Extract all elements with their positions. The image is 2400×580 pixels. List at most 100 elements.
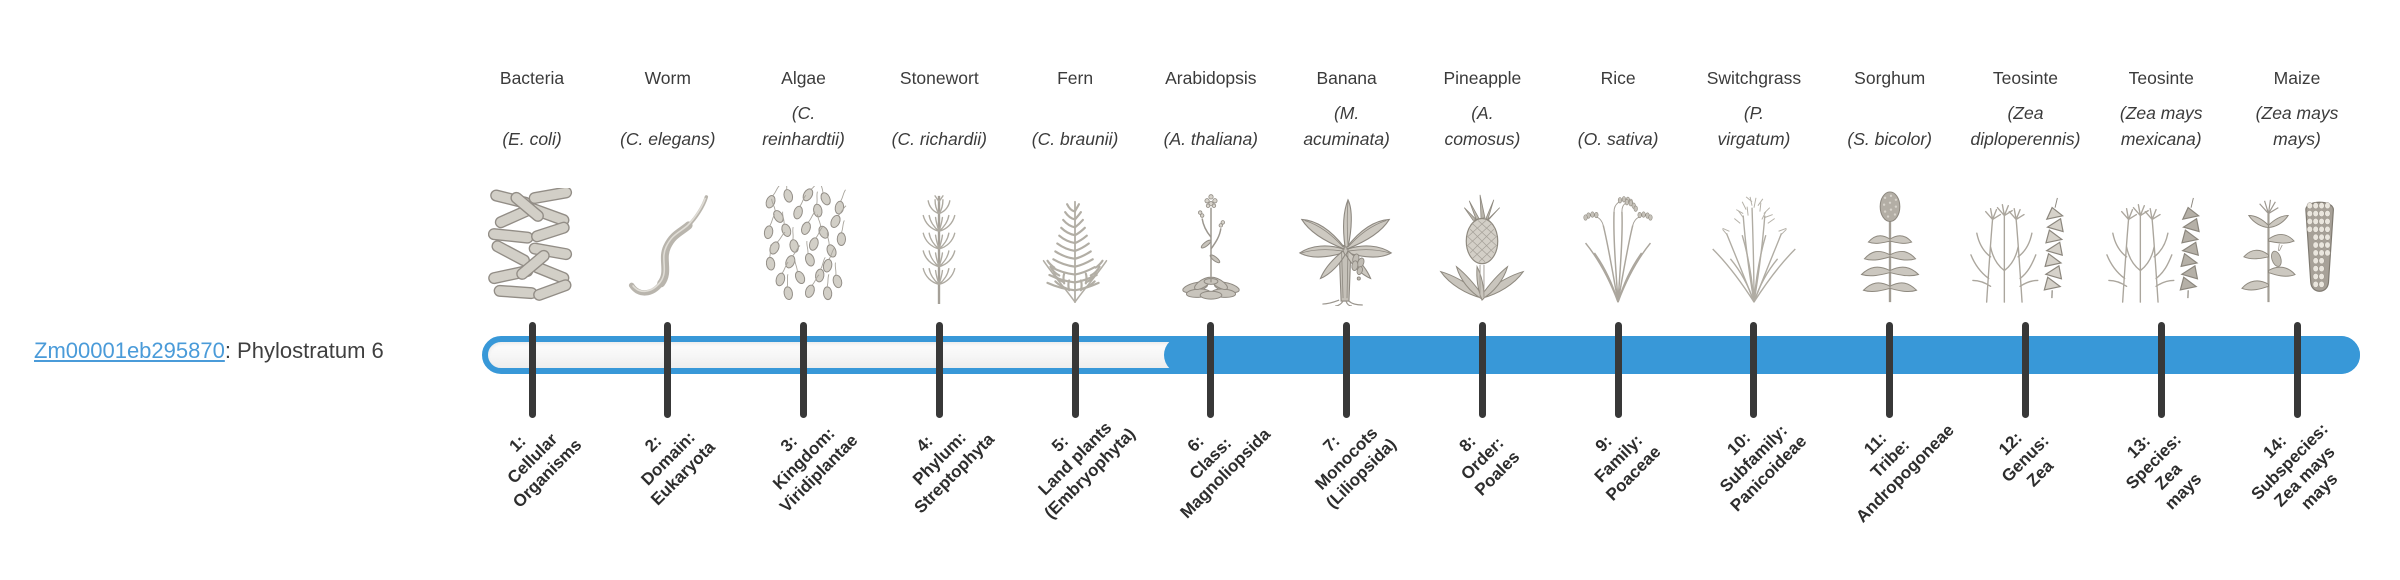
organism-latin-text: (S. bicolor) [1847, 129, 1932, 149]
stage-label: 13: Species: Zea mays [2122, 430, 2206, 514]
fern-illustration [1005, 160, 1145, 306]
organism-latin-text: (Zea mays mexicana) [2119, 103, 2203, 149]
organism-latin-name: (Zea mays mays) [2232, 92, 2362, 152]
sorghum-illustration [1820, 160, 1960, 306]
organism-latin-text: (A. comosus) [1444, 103, 1521, 149]
teosinte-mexicana-illustration [2091, 160, 2231, 306]
organism-latin-name: (O. sativa) [1553, 92, 1683, 152]
stage-label: 8: Order: Poales [1455, 431, 1524, 500]
organism-name: Fern [1057, 68, 1094, 88]
stratum-tick [664, 322, 672, 418]
organism-column: Stonewort (C. richardii) [874, 66, 1004, 152]
organism-name: Stonewort [899, 68, 979, 88]
maize-illustration [2241, 199, 2334, 303]
organism-name: Arabidopsis [1165, 68, 1257, 88]
organism-latin-name: (M. acuminata) [1282, 92, 1412, 152]
organism-column: Rice (O. sativa) [1553, 66, 1683, 152]
stratum-tick [1886, 322, 1894, 418]
organism-name: Bacteria [499, 68, 565, 88]
organism-column: Worm (C. elegans) [603, 66, 733, 152]
organism-latin-text: (Zea diploperennis) [1970, 103, 2081, 149]
fern-illustration [1042, 200, 1108, 303]
rice-illustration [1583, 196, 1653, 303]
banana-illustration [1298, 198, 1392, 306]
stratum-tick [800, 322, 808, 418]
organism-latin-name: (Zea diploperennis) [1960, 92, 2090, 152]
stage-label: 10: Subfamily: Panicoideae [1716, 421, 1811, 516]
organism-column: Bacteria (E. coli) [467, 66, 597, 152]
organism-latin-text: (A. thaliana) [1163, 129, 1259, 149]
organism-name: Algae [781, 68, 826, 88]
stage-label: 7: Monocots (Liliopsida) [1311, 423, 1401, 513]
organism-column: Banana (M. acuminata) [1282, 66, 1412, 152]
organism-latin-text: (C. richardii) [891, 129, 987, 149]
stonewort-illustration [869, 160, 1009, 306]
organism-latin-name: (A. thaliana) [1146, 92, 1276, 152]
stage-label: 3: Kingdom: Viridiplantae [768, 423, 862, 517]
gene-label: Zm00001eb295870: Phylostratum 6 [34, 339, 384, 363]
organism-column: Switchgrass (P. virgatum) [1689, 66, 1819, 152]
stage-label: 1: Cellular Organisms [503, 429, 585, 512]
switchgrass-illustration [1712, 196, 1796, 303]
organism-latin-name: (C. braunii) [1010, 92, 1140, 152]
stratum-tick [1207, 322, 1215, 418]
organism-column: Teosinte (Zea diploperennis) [1960, 66, 2090, 152]
stratum-tick [935, 322, 943, 418]
organism-latin-name: (C. richardii) [874, 92, 1004, 152]
stratum-tick [1071, 322, 1079, 418]
organism-latin-name: (P. virgatum) [1689, 92, 1819, 152]
rice-illustration [1548, 160, 1688, 306]
organism-latin-text: (C. reinhardtii) [762, 103, 845, 149]
stratum-tick [1343, 322, 1351, 418]
organism-name: Teosinte [2128, 68, 2194, 88]
algae-illustration [734, 160, 874, 306]
organism-name: Worm [644, 68, 691, 88]
sorghum-illustration [1860, 191, 1920, 303]
organism-column: Pineapple (A. comosus) [1417, 66, 1547, 152]
organism-column: Sorghum (S. bicolor) [1825, 66, 1955, 152]
organism-column: Fern (C. braunii) [1010, 66, 1140, 152]
banana-illustration [1277, 160, 1417, 306]
organism-name: Pineapple [1443, 68, 1522, 88]
worm-illustration [598, 160, 738, 306]
algae-illustration [763, 186, 846, 301]
pineapple-illustration [1439, 194, 1525, 301]
switchgrass-illustration [1684, 160, 1824, 306]
organism-latin-name: (C. reinhardtii) [739, 92, 869, 152]
stonewort-illustration [922, 195, 956, 305]
organism-column: Algae (C. reinhardtii) [739, 66, 869, 152]
stage-label: 14: Subspecies: Zea mays mays [2247, 419, 2342, 514]
bacteria-illustration [488, 188, 573, 301]
stage-label: 4: Phylum: Streptophyta [908, 428, 998, 518]
arabidopsis-illustration [1182, 194, 1240, 300]
stratum-tick [1614, 322, 1622, 418]
gene-phylostratum-text: : Phylostratum 6 [224, 338, 384, 363]
organism-name: Rice [1600, 68, 1636, 88]
organism-latin-text: (P. virgatum) [1717, 103, 1791, 149]
stage-label: 5: Land plants (Embryophyta) [1034, 418, 1140, 523]
bacteria-illustration [462, 160, 602, 306]
teosinte-diploperennis-illustration [1955, 160, 2095, 306]
organism-latin-name: (C. elegans) [603, 92, 733, 152]
worm-illustration [628, 195, 708, 296]
organism-latin-name: (A. comosus) [1417, 92, 1547, 152]
stage-label: 2: Domain: Eukaryota [637, 427, 719, 510]
teosinte-diploperennis-illustration [1970, 197, 2065, 303]
organism-column: Teosinte (Zea mays mexicana) [2096, 66, 2226, 152]
stratum-tick [2293, 322, 2301, 418]
maize-illustration [2227, 160, 2367, 306]
stratum-tick [1750, 322, 1758, 418]
stage-label: 9: Family: Poaceae [1590, 430, 1665, 505]
organism-latin-text: (M. acuminata) [1303, 103, 1390, 149]
organism-name: Teosinte [1992, 68, 2059, 88]
stratum-tick [2021, 322, 2029, 418]
gene-id-link[interactable]: Zm00001eb295870 [34, 338, 225, 363]
organism-latin-text: (O. sativa) [1577, 129, 1659, 149]
stage-label: 12: Genus: Zea [1995, 428, 2058, 491]
organism-column: Maize (Zea mays mays) [2232, 66, 2362, 152]
organism-latin-text: (Zea mays mays) [2255, 103, 2339, 149]
stratum-tick [528, 322, 536, 418]
organism-name: Sorghum [1854, 68, 1926, 88]
organism-latin-text: (C. braunii) [1031, 129, 1119, 149]
organism-name: Switchgrass [1706, 68, 1802, 88]
